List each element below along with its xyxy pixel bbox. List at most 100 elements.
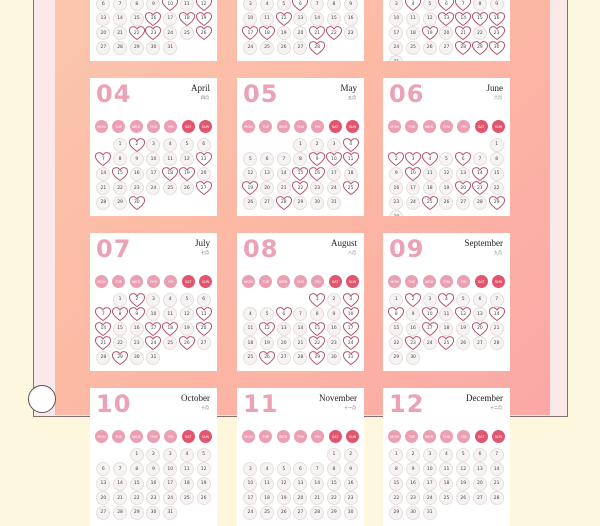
day-cell[interactable]: 8 (488, 152, 505, 166)
day-cell[interactable]: 21 (488, 476, 505, 491)
day-cell[interactable]: 13 (292, 476, 309, 491)
day-cell[interactable]: 25 (259, 40, 276, 55)
day-cell[interactable]: 1 (388, 292, 405, 307)
day-cell[interactable]: 10 (145, 307, 162, 321)
day-cell[interactable]: 17 (405, 181, 422, 195)
day-cell[interactable]: 5 (195, 447, 212, 462)
day-cell[interactable]: 15 (326, 476, 343, 491)
day-cell[interactable]: 15 (128, 476, 145, 491)
day-cell[interactable]: 23 (405, 491, 422, 505)
day-cell[interactable]: 10 (421, 462, 438, 476)
day-cell[interactable]: 16 (128, 166, 145, 181)
day-cell[interactable]: 20 (95, 26, 112, 40)
day-cell[interactable]: 10 (388, 11, 405, 26)
day-cell[interactable]: 26 (179, 181, 196, 195)
day-cell[interactable]: 3 (326, 137, 343, 152)
day-cell[interactable]: 27 (455, 195, 472, 210)
day-cell[interactable]: 17 (388, 26, 405, 40)
day-cell[interactable]: 16 (145, 476, 162, 491)
day-cell[interactable]: 21 (275, 181, 292, 195)
day-cell[interactable]: 21 (309, 491, 326, 505)
day-cell-marked[interactable]: 8 (111, 307, 129, 322)
day-cell-marked[interactable]: 18 (178, 11, 196, 26)
day-cell[interactable]: 30 (145, 40, 162, 55)
day-cell[interactable]: 29 (128, 505, 145, 520)
day-cell-marked[interactable]: 22 (309, 336, 326, 351)
day-cell-marked[interactable]: 15 (292, 166, 309, 181)
day-cell[interactable]: 21 (488, 321, 505, 336)
day-cell[interactable]: 8 (309, 307, 326, 321)
day-cell[interactable]: 18 (438, 476, 455, 491)
day-cell[interactable]: 23 (326, 336, 343, 350)
day-cell-marked[interactable]: 6 (438, 0, 455, 12)
day-cell[interactable]: 27 (472, 336, 489, 350)
day-cell-marked[interactable]: 15 (471, 11, 489, 26)
day-cell[interactable]: 22 (488, 181, 505, 195)
day-cell[interactable]: 25 (162, 336, 179, 350)
day-cell-marked[interactable]: 20 (471, 321, 489, 336)
day-cell[interactable]: 8 (472, 0, 489, 11)
day-cell[interactable]: 24 (242, 505, 259, 520)
day-cell[interactable]: 23 (342, 26, 359, 40)
day-cell-marked[interactable]: 14 (471, 166, 489, 181)
day-cell-marked[interactable]: 4 (342, 137, 359, 152)
day-cell[interactable]: 9 (405, 462, 422, 476)
day-cell[interactable]: 14 (112, 11, 129, 26)
day-cell-marked[interactable]: 29 (111, 350, 129, 365)
day-cell[interactable]: 24 (162, 26, 179, 40)
day-cell[interactable]: 23 (309, 181, 326, 195)
day-cell[interactable]: 29 (112, 195, 129, 210)
day-cell[interactable]: 3 (162, 447, 179, 462)
day-cell-marked[interactable]: 21 (455, 26, 472, 41)
day-cell-marked[interactable]: 14 (455, 11, 472, 26)
day-cell[interactable]: 20 (95, 491, 112, 505)
day-cell-marked[interactable]: 17 (342, 321, 359, 336)
day-cell-marked[interactable]: 6 (275, 307, 292, 322)
day-cell[interactable]: 20 (472, 476, 489, 491)
day-cell[interactable]: 14 (309, 476, 326, 491)
day-cell-marked[interactable]: 20 (455, 181, 472, 196)
day-cell-marked[interactable]: 2 (388, 152, 405, 167)
day-cell[interactable]: 8 (326, 462, 343, 476)
day-cell[interactable]: 14 (292, 321, 309, 336)
day-cell[interactable]: 12 (195, 462, 212, 476)
day-cell[interactable]: 13 (275, 321, 292, 336)
day-cell[interactable]: 28 (488, 491, 505, 505)
day-cell[interactable]: 16 (128, 321, 145, 336)
day-cell-marked[interactable]: 22 (128, 26, 145, 41)
day-cell[interactable]: 11 (179, 462, 196, 476)
day-cell[interactable]: 4 (438, 447, 455, 462)
day-cell-marked[interactable]: 28 (309, 40, 326, 55)
day-cell-marked[interactable]: 10 (404, 166, 422, 181)
day-cell[interactable]: 20 (438, 26, 455, 40)
day-cell-marked[interactable]: 10 (162, 0, 179, 12)
day-cell[interactable]: 30 (145, 505, 162, 520)
day-cell[interactable]: 18 (438, 321, 455, 336)
day-cell[interactable]: 3 (145, 292, 162, 307)
day-cell[interactable]: 23 (342, 491, 359, 505)
day-cell-marked[interactable]: 4 (421, 152, 438, 167)
day-cell-marked[interactable]: 3 (342, 292, 359, 307)
day-cell[interactable]: 1 (128, 447, 145, 462)
day-cell[interactable]: 16 (342, 476, 359, 491)
day-cell[interactable]: 6 (195, 292, 212, 307)
day-cell-marked[interactable]: 17 (421, 321, 438, 336)
day-cell[interactable]: 27 (472, 491, 489, 505)
day-cell[interactable]: 27 (195, 336, 212, 350)
day-cell[interactable]: 16 (405, 476, 422, 491)
day-cell[interactable]: 20 (275, 336, 292, 350)
day-cell-marked[interactable]: 15 (309, 321, 326, 336)
day-cell[interactable]: 16 (388, 181, 405, 195)
day-cell[interactable]: 6 (195, 137, 212, 152)
day-cell[interactable]: 16 (342, 11, 359, 26)
day-cell[interactable]: 20 (259, 181, 276, 195)
day-cell-marked[interactable]: 18 (162, 166, 179, 181)
day-cell-marked[interactable]: 22 (325, 26, 343, 41)
day-cell[interactable]: 3 (421, 447, 438, 462)
day-cell[interactable]: 2 (342, 447, 359, 462)
day-cell-marked[interactable]: 31 (342, 350, 359, 365)
day-cell[interactable]: 5 (455, 447, 472, 462)
day-cell-marked[interactable]: 13 (195, 152, 212, 167)
day-cell[interactable]: 7 (112, 462, 129, 476)
day-cell[interactable]: 26 (275, 40, 292, 55)
